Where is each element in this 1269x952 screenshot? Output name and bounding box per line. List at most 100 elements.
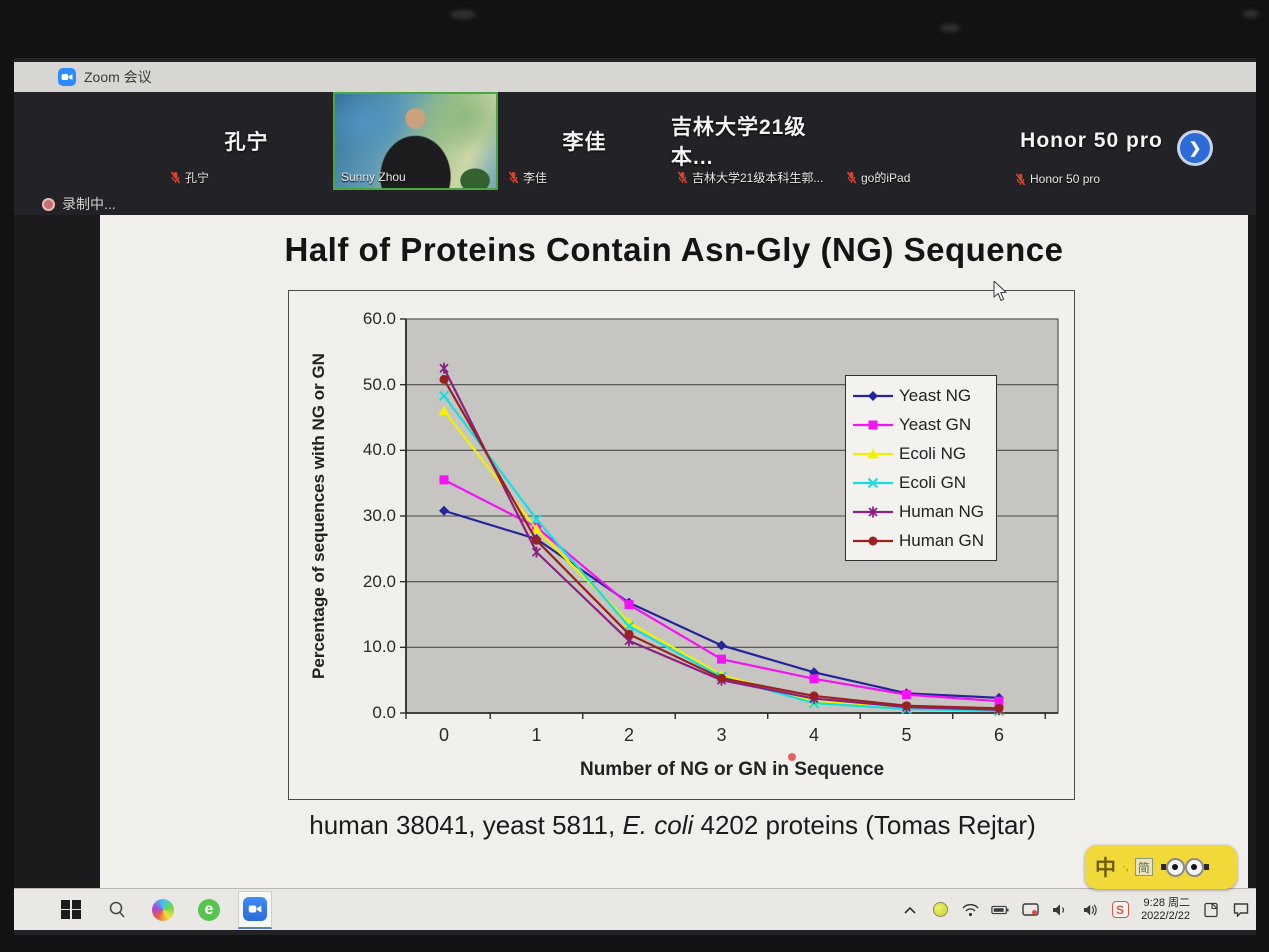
- ime-toolbar[interactable]: 中 ·, 简: [1085, 845, 1237, 889]
- participant-display-name: 孔宁: [224, 131, 269, 154]
- participant-tile-孔宁[interactable]: 孔宁 孔宁: [164, 92, 329, 190]
- x-axis-title: Number of NG or GN in Sequence: [579, 759, 885, 780]
- chart-frame: Percentage of sequences with NG or GN Ye…: [288, 290, 1075, 800]
- series-human-gn: [439, 374, 1004, 713]
- participant-display-name: 李佳: [562, 131, 607, 154]
- legend-label: Yeast GN: [899, 414, 972, 434]
- clock-time: 9:28 周二: [1143, 896, 1190, 909]
- legend-swatch: [853, 448, 893, 458]
- edge-browser-icon: [152, 898, 174, 921]
- x-tick-label: 3: [716, 725, 727, 745]
- recording-dot-icon: [42, 197, 55, 211]
- chevron-right-icon: ❯: [1188, 140, 1202, 157]
- ime-simplified-icon[interactable]: 简: [1134, 858, 1153, 876]
- mic-muted-icon: [1015, 173, 1026, 185]
- y-tick-label: 40.0: [362, 440, 396, 460]
- participant-label: 李佳: [508, 169, 547, 186]
- clock-date: 2022/2/22: [1141, 909, 1190, 922]
- participant-tile-go的iPad[interactable]: go的iPad: [840, 92, 1005, 190]
- audio-output-icon[interactable]: [1081, 901, 1099, 919]
- legend-swatch: [853, 536, 893, 545]
- notification-icon[interactable]: [1232, 901, 1250, 919]
- window-titlebar: Zoom 会议: [14, 62, 1256, 92]
- legend-entry: Human GN: [852, 526, 988, 555]
- y-tick-label: 20.0: [362, 571, 396, 591]
- slide-title: Half of Proteins Contain Asn-Gly (NG) Se…: [284, 231, 1064, 268]
- legend-swatch: [853, 477, 893, 488]
- participant-display-name: 吉林大学21级本...: [671, 116, 807, 169]
- next-participants-button[interactable]: ❯: [1180, 133, 1210, 163]
- legend-label: Ecoli NG: [899, 443, 967, 463]
- zoom-logo-icon: [58, 68, 76, 86]
- participant-display-name: Honor 50 pro: [1020, 129, 1163, 152]
- x-tick-label: 2: [623, 725, 634, 745]
- x-tick-label: 5: [901, 725, 912, 745]
- legend-entry: Yeast GN: [852, 410, 988, 439]
- x-tick-label: 1: [531, 725, 542, 745]
- mic-muted-icon: [677, 171, 688, 184]
- edge-browser-button[interactable]: [146, 891, 180, 929]
- network-icon[interactable]: [961, 901, 979, 919]
- participant-tile-李佳[interactable]: 李佳 李佳: [502, 92, 667, 190]
- slide-caption: human 38041, yeast 5811, E. coli 4202 pr…: [309, 810, 1036, 840]
- x-tick-label: 4: [808, 725, 819, 745]
- legend-swatch: [853, 420, 893, 429]
- y-tick-label: 60.0: [362, 309, 396, 328]
- laptop-screen: Zoom 会议 孔宁 孔宁 Sunny Zhou 李佳 李佳 吉林大学21级本... 吉林大…: [14, 58, 1256, 935]
- ime-punctuation-icon[interactable]: ·,: [1122, 861, 1129, 873]
- bezel-reflection: [1243, 10, 1259, 18]
- window-title: Zoom 会议: [84, 69, 152, 85]
- legend-entry: Ecoli GN: [852, 468, 988, 497]
- bezel-reflection: [450, 10, 476, 19]
- recording-indicator: 录制中...: [42, 194, 116, 214]
- participant-tile-吉林大学21级本科生郭...[interactable]: 吉林大学21级本... 吉林大学21级本科生郭...: [671, 92, 836, 190]
- screen-capture-icon[interactable]: [1021, 901, 1039, 919]
- legend-label: Yeast NG: [899, 385, 972, 405]
- taskbar: e: [14, 888, 1256, 930]
- system-tray: S 9:28 周二 2022/2/22: [901, 897, 1250, 923]
- mouse-cursor: [993, 281, 1008, 302]
- participant-tile-Honor 50 pro[interactable]: Honor 50 pro Honor 50 pro: [1009, 92, 1174, 190]
- legend-swatch: [853, 390, 893, 401]
- mic-muted-icon: [508, 171, 519, 184]
- legend-label: Human NG: [899, 501, 985, 521]
- legend-label: Human GN: [899, 530, 985, 550]
- zoom-app-icon: [243, 897, 267, 921]
- participant-label: 孔宁: [170, 169, 209, 186]
- hidden-icons-chevron-icon[interactable]: [901, 901, 919, 919]
- participants-strip: 孔宁 孔宁 Sunny Zhou 李佳 李佳 吉林大学21级本... 吉林大学21级本科生郭…: [14, 92, 1256, 192]
- recording-label: 录制中...: [62, 196, 116, 212]
- notes-icon[interactable]: [1202, 901, 1220, 919]
- taskbar-search-button[interactable]: [100, 891, 134, 929]
- volume-icon[interactable]: [1051, 901, 1069, 919]
- participant-tile-Sunny Zhou[interactable]: Sunny Zhou: [333, 92, 498, 190]
- taskbar-clock[interactable]: 9:28 周二 2022/2/22: [1141, 897, 1190, 923]
- start-button[interactable]: [54, 891, 88, 929]
- laser-pointer-dot: [788, 753, 796, 761]
- internet-explorer-button[interactable]: e: [192, 891, 226, 929]
- plot-svg: [400, 318, 1059, 719]
- chart-legend: Yeast NG Yeast GN Ecoli NG Ecoli GN Human NG…: [845, 375, 997, 561]
- y-tick-label: 10.0: [362, 637, 396, 657]
- x-tick-label: 6: [993, 725, 1004, 745]
- yellow-app-icon[interactable]: [931, 901, 949, 919]
- windows-start-icon: [61, 899, 81, 920]
- participant-label: 吉林大学21级本科生郭...: [677, 169, 823, 186]
- taskbar-left: e: [54, 890, 272, 929]
- sogou-goggles-icon[interactable]: [1160, 857, 1209, 877]
- bezel-reflection: [940, 24, 960, 32]
- internet-explorer-icon: e: [198, 898, 220, 921]
- participant-label: Sunny Zhou: [341, 170, 406, 184]
- legend-entry: Yeast NG: [852, 381, 988, 410]
- battery-icon[interactable]: [991, 901, 1009, 919]
- participant-label: go的iPad: [846, 169, 910, 186]
- ime-chinese-mode-icon[interactable]: 中: [1095, 857, 1116, 880]
- sogou-s-icon[interactable]: S: [1111, 901, 1129, 919]
- zoom-taskbar-button[interactable]: [238, 890, 272, 929]
- participant-label: Honor 50 pro: [1015, 172, 1100, 186]
- legend-label: Ecoli GN: [899, 472, 967, 492]
- mic-muted-icon: [170, 171, 181, 184]
- shared-screen-area: Half of Proteins Contain Asn-Gly (NG) Se…: [14, 215, 1256, 888]
- legend-swatch: [853, 506, 893, 517]
- search-icon: [109, 901, 125, 918]
